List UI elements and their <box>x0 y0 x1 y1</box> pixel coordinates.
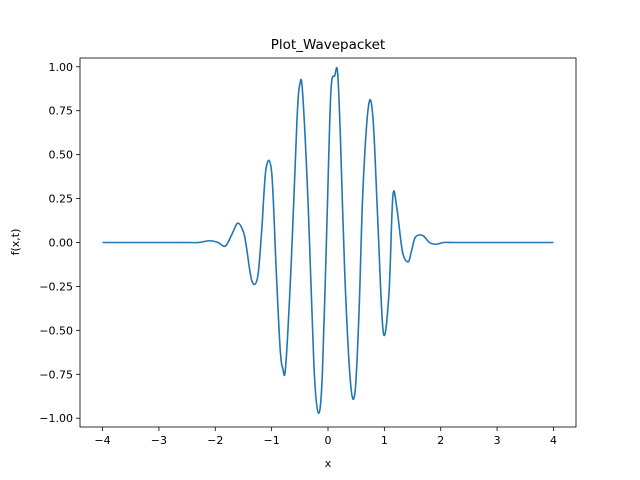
y-tick-label: 0.75 <box>49 105 74 118</box>
y-tick-label: 1.00 <box>49 61 74 74</box>
x-tick-label: −2 <box>207 434 223 447</box>
x-tick-label: 0 <box>325 434 332 447</box>
x-tick-label: 1 <box>381 434 388 447</box>
y-tick-label: −0.50 <box>39 324 73 337</box>
x-tick-label: 2 <box>437 434 444 447</box>
x-tick-label: −1 <box>264 434 280 447</box>
x-axis-label: x <box>325 457 332 470</box>
y-tick-label: −0.75 <box>39 368 73 381</box>
x-tick-label: −4 <box>94 434 110 447</box>
y-tick-label: 0.25 <box>49 193 74 206</box>
y-axis-label: f(x,t) <box>9 229 22 256</box>
x-axis-ticks: −4 −3 −2 −1 0 1 2 3 4 <box>94 427 557 447</box>
y-tick-label: −0.25 <box>39 280 73 293</box>
series-line-0 <box>102 66 554 414</box>
x-tick-label: 4 <box>550 434 557 447</box>
y-tick-label: 0.50 <box>49 149 74 162</box>
y-axis-ticks: −1.00 −0.75 −0.50 −0.25 0.00 0.25 0.50 0.75 1.00 <box>39 61 80 425</box>
y-tick-label: −1.00 <box>39 412 73 425</box>
x-tick-label: −3 <box>151 434 167 447</box>
y-tick-label: 0.00 <box>49 237 74 250</box>
chart-title: Plot_Wavepacket <box>271 37 385 53</box>
x-tick-label: 3 <box>494 434 501 447</box>
